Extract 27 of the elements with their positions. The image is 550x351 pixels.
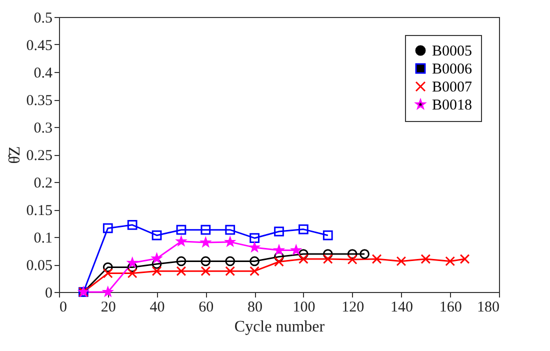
x-tick-label: 20: [100, 300, 116, 316]
x-tick-label: 180: [477, 300, 500, 316]
x-tick-label: 40: [150, 300, 165, 316]
x-axis-title: Cycle number: [234, 318, 326, 336]
y-tick-label: 0: [45, 286, 52, 302]
y-tick-label: 0.35: [26, 93, 52, 109]
y-tick-label: 0.45: [26, 38, 52, 54]
y-tick-label: 0.4: [34, 66, 53, 82]
legend-label: B0007: [432, 80, 473, 96]
y-tick-label: 0.2: [34, 176, 52, 192]
x-tick-label: 140: [390, 300, 413, 316]
y-tick-label: 0.3: [34, 120, 52, 136]
legend-label: B0005: [432, 44, 472, 60]
x-tick-label: 60: [198, 300, 214, 316]
y-tick-label: 0.1: [34, 230, 52, 246]
x-tick-label: 100: [292, 300, 316, 316]
legend-label: B0006: [432, 62, 473, 78]
x-tick-label: 80: [248, 300, 263, 316]
x-tick-label: 120: [342, 300, 364, 316]
y-tick-label: 0.15: [26, 203, 52, 219]
x-tick-label: 0: [60, 300, 67, 316]
y-tick-label: 0.5: [34, 10, 52, 26]
y-tick-label: 0.05: [26, 258, 52, 274]
x-tick-label: 160: [439, 300, 462, 316]
y-axis-title: θ̂Z: [6, 146, 24, 164]
legend-label: B0018: [432, 98, 472, 114]
y-tick-label: 0.25: [26, 148, 52, 164]
